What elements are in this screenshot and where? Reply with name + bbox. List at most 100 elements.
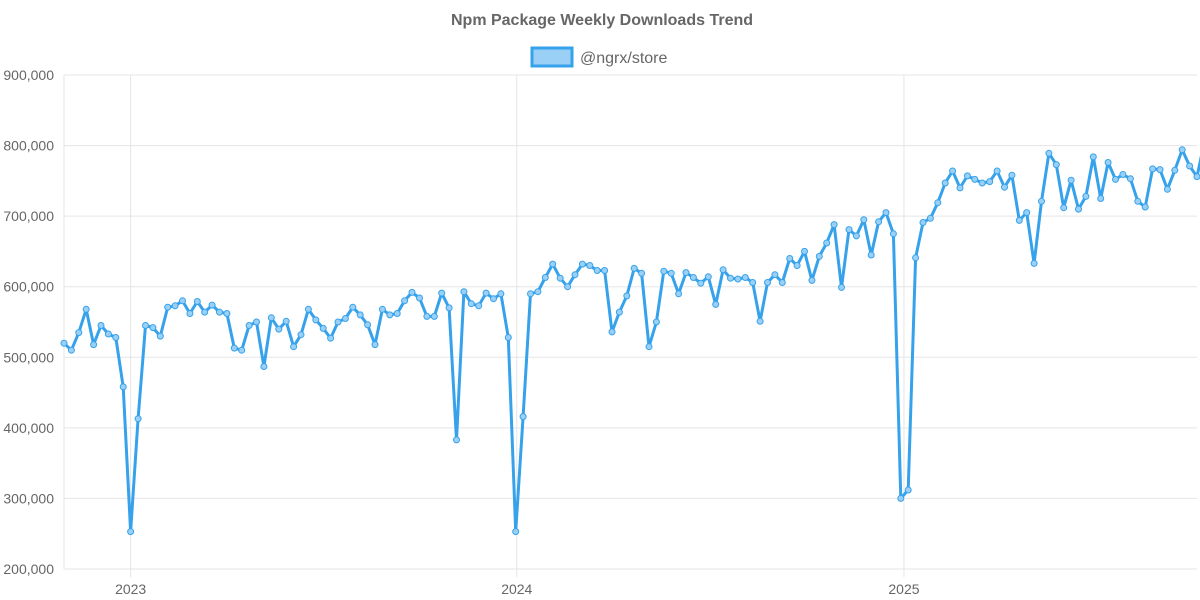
data-point[interactable] xyxy=(482,289,490,297)
data-point[interactable] xyxy=(1015,216,1023,224)
data-point[interactable] xyxy=(593,267,601,274)
data-point[interactable] xyxy=(67,346,75,354)
data-point[interactable] xyxy=(460,288,468,296)
data-point[interactable] xyxy=(216,308,223,316)
data-point[interactable] xyxy=(1193,173,1200,181)
data-point[interactable] xyxy=(1141,203,1149,211)
data-point[interactable] xyxy=(727,274,734,282)
data-point[interactable] xyxy=(386,311,394,319)
data-point[interactable] xyxy=(764,279,771,286)
data-point[interactable] xyxy=(1060,204,1068,212)
data-point[interactable] xyxy=(586,262,594,269)
data-point[interactable] xyxy=(638,269,646,277)
data-point[interactable] xyxy=(156,332,164,340)
data-point[interactable] xyxy=(401,297,409,305)
data-point[interactable] xyxy=(986,178,994,186)
data-point[interactable] xyxy=(1156,166,1164,174)
data-point[interactable] xyxy=(1030,259,1038,267)
data-point[interactable] xyxy=(778,279,786,286)
data-point[interactable] xyxy=(993,167,1001,175)
data-point[interactable] xyxy=(808,276,816,284)
data-point[interactable] xyxy=(875,218,883,226)
data-point[interactable] xyxy=(1171,166,1179,174)
data-point[interactable] xyxy=(186,310,194,317)
data-point[interactable] xyxy=(756,317,764,325)
data-point[interactable] xyxy=(941,179,949,187)
data-point[interactable] xyxy=(556,274,564,282)
data-point[interactable] xyxy=(571,271,579,279)
data-point[interactable] xyxy=(127,528,135,536)
data-point[interactable] xyxy=(275,325,283,333)
data-point[interactable] xyxy=(356,311,364,319)
data-point[interactable] xyxy=(564,283,572,291)
data-point[interactable] xyxy=(1052,161,1060,169)
data-point[interactable] xyxy=(867,251,875,259)
data-point[interactable] xyxy=(490,295,497,303)
data-point[interactable] xyxy=(1119,171,1127,178)
data-point[interactable] xyxy=(534,288,542,296)
data-point[interactable] xyxy=(904,486,912,494)
data-point[interactable] xyxy=(689,274,697,281)
data-point[interactable] xyxy=(349,303,357,311)
data-point[interactable] xyxy=(90,341,98,349)
data-point[interactable] xyxy=(149,324,157,332)
data-point[interactable] xyxy=(104,330,112,338)
data-point[interactable] xyxy=(304,305,312,313)
data-point[interactable] xyxy=(852,232,860,240)
data-point[interactable] xyxy=(734,275,742,283)
data-point[interactable] xyxy=(978,179,986,187)
data-point[interactable] xyxy=(919,219,927,226)
data-point[interactable] xyxy=(1082,192,1090,200)
data-point[interactable] xyxy=(223,310,231,317)
data-point[interactable] xyxy=(267,314,275,322)
data-point[interactable] xyxy=(956,184,964,192)
data-point[interactable] xyxy=(364,321,372,329)
data-point[interactable] xyxy=(297,331,305,339)
data-point[interactable] xyxy=(312,316,320,324)
data-point[interactable] xyxy=(393,310,401,317)
data-point[interactable] xyxy=(97,322,105,329)
data-point[interactable] xyxy=(445,304,453,312)
data-point[interactable] xyxy=(327,334,335,342)
data-point[interactable] xyxy=(112,334,120,341)
data-point[interactable] xyxy=(208,301,216,309)
data-point[interactable] xyxy=(416,294,423,302)
data-point[interactable] xyxy=(164,303,172,311)
data-point[interactable] xyxy=(1045,149,1053,157)
data-point[interactable] xyxy=(179,297,186,305)
data-point[interactable] xyxy=(142,322,149,329)
data-point[interactable] xyxy=(697,279,705,287)
data-point[interactable] xyxy=(497,290,505,298)
data-point[interactable] xyxy=(897,494,905,502)
data-point[interactable] xyxy=(712,300,720,308)
data-point[interactable] xyxy=(971,175,979,183)
data-point[interactable] xyxy=(467,300,475,308)
data-point[interactable] xyxy=(504,334,512,341)
data-point[interactable] xyxy=(134,415,142,423)
data-point[interactable] xyxy=(623,292,631,300)
data-point[interactable] xyxy=(838,283,845,291)
data-point[interactable] xyxy=(608,328,616,336)
data-point[interactable] xyxy=(801,247,808,255)
data-point[interactable] xyxy=(675,290,683,298)
data-point[interactable] xyxy=(845,226,853,234)
data-point[interactable] xyxy=(171,302,179,310)
data-point[interactable] xyxy=(1134,197,1142,205)
data-point[interactable] xyxy=(378,305,386,313)
data-point[interactable] xyxy=(541,274,549,281)
data-point[interactable] xyxy=(1149,165,1157,173)
data-point[interactable] xyxy=(119,383,127,391)
legend[interactable]: @ngrx/store xyxy=(530,46,667,68)
data-point[interactable] xyxy=(704,273,712,281)
data-point[interactable] xyxy=(1089,153,1097,161)
data-point[interactable] xyxy=(615,308,623,316)
data-point[interactable] xyxy=(319,324,327,332)
data-point[interactable] xyxy=(793,262,801,269)
data-point[interactable] xyxy=(549,260,557,268)
data-point[interactable] xyxy=(193,298,201,305)
data-point[interactable] xyxy=(823,239,831,247)
data-point[interactable] xyxy=(1023,209,1031,217)
data-point[interactable] xyxy=(453,436,460,444)
data-point[interactable] xyxy=(260,363,268,370)
data-point[interactable] xyxy=(660,267,668,275)
